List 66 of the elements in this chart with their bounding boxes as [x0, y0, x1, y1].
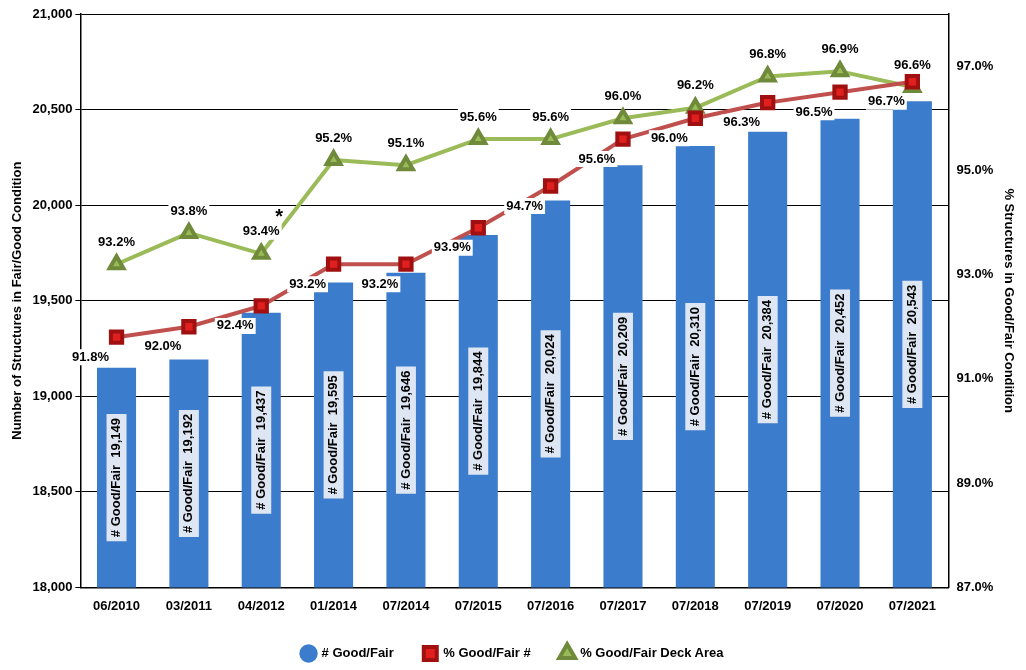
y-tick-label: 20,000 — [32, 196, 73, 212]
data-label: 93.2% — [361, 275, 399, 291]
y-tick-label: 18,000 — [32, 578, 73, 594]
x-tick-label: 07/2016 — [527, 597, 575, 613]
y2-axis-title: % Structures in Good/Fair Condition — [1001, 188, 1017, 414]
data-label: 92.0% — [144, 338, 182, 354]
x-tick-label: 07/2014 — [382, 597, 431, 613]
x-tick-label: 07/2020 — [816, 597, 864, 613]
data-label: 96.0% — [650, 129, 689, 145]
data-label: 96.0% — [604, 87, 642, 103]
x-tick-label: 07/2015 — [454, 597, 502, 613]
legend-label: % Good/Fair # — [443, 645, 532, 661]
data-label: 96.5% — [795, 103, 833, 119]
data-label: 93.4% — [242, 223, 281, 239]
data-label: 96.9% — [821, 40, 859, 56]
data-label: 95.6% — [459, 108, 498, 124]
x-tick-label: 06/2010 — [93, 597, 141, 613]
legend-label: # Good/Fair — [321, 645, 394, 661]
data-label: # Good/Fair 20,024 — [542, 333, 558, 454]
data-label: # Good/Fair 19,844 — [469, 350, 485, 471]
data-label: # Good/Fair 20,452 — [831, 293, 847, 413]
y-tick-label: 19,500 — [32, 292, 73, 308]
y2-tick-label: 95.0% — [956, 161, 994, 177]
y2-tick-label: 87.0% — [956, 578, 994, 594]
data-label: 95.6% — [578, 150, 616, 166]
data-label: 95.1% — [387, 134, 425, 150]
data-label: # Good/Fair 19,437 — [252, 390, 268, 510]
y2-tick-label: 97.0% — [956, 57, 994, 73]
y2-tick-label: 89.0% — [956, 474, 994, 490]
data-label: 92.4% — [216, 317, 255, 333]
data-label: 93.2% — [98, 233, 136, 249]
data-label: # Good/Fair 20,384 — [759, 299, 775, 420]
data-label: 96.7% — [867, 93, 906, 109]
data-label: 96.2% — [676, 77, 715, 93]
data-label: 93.9% — [433, 239, 472, 255]
y-tick-label: 21,000 — [32, 5, 73, 21]
data-label: # Good/Fair 20,209 — [614, 316, 630, 436]
x-tick-label: 07/2019 — [744, 597, 792, 613]
data-label: 91.8% — [72, 348, 110, 364]
data-label: # Good/Fair 19,646 — [397, 370, 413, 490]
x-tick-label: 01/2014 — [310, 597, 358, 613]
data-label: 95.6% — [532, 108, 570, 124]
x-tick-label: 03/2011 — [165, 597, 213, 613]
y-tick-label: 18,500 — [32, 483, 73, 499]
data-label: # Good/Fair 20,310 — [686, 307, 702, 427]
x-tick-label: 07/2017 — [599, 597, 647, 613]
y2-tick-label: 91.0% — [956, 370, 994, 386]
x-tick-label: 04/2012 — [237, 597, 285, 613]
data-label: 96.8% — [749, 46, 787, 62]
x-tick-label: 07/2021 — [888, 597, 936, 613]
data-label: 94.7% — [506, 197, 544, 213]
data-label: 93.8% — [170, 202, 208, 218]
legend-label: % Good/Fair Deck Area — [580, 645, 725, 661]
data-label: 96.6% — [893, 56, 932, 72]
data-label: # Good/Fair 19,149 — [108, 417, 124, 538]
data-label: 93.2% — [289, 275, 327, 291]
data-label: # Good/Fair 19,192 — [180, 413, 196, 534]
y-axis-title: Number of Structures in Fair/Good Condition — [9, 161, 25, 440]
data-label: 95.2% — [315, 129, 353, 145]
y-tick-label: 20,500 — [32, 101, 73, 117]
data-label: # Good/Fair 19,595 — [325, 375, 341, 495]
y-tick-label: 19,000 — [32, 387, 73, 403]
data-label: # Good/Fair 20,543 — [903, 284, 919, 404]
y2-tick-label: 93.0% — [956, 266, 994, 282]
x-tick-label: 07/2018 — [671, 597, 719, 613]
data-label: 96.3% — [723, 114, 761, 130]
